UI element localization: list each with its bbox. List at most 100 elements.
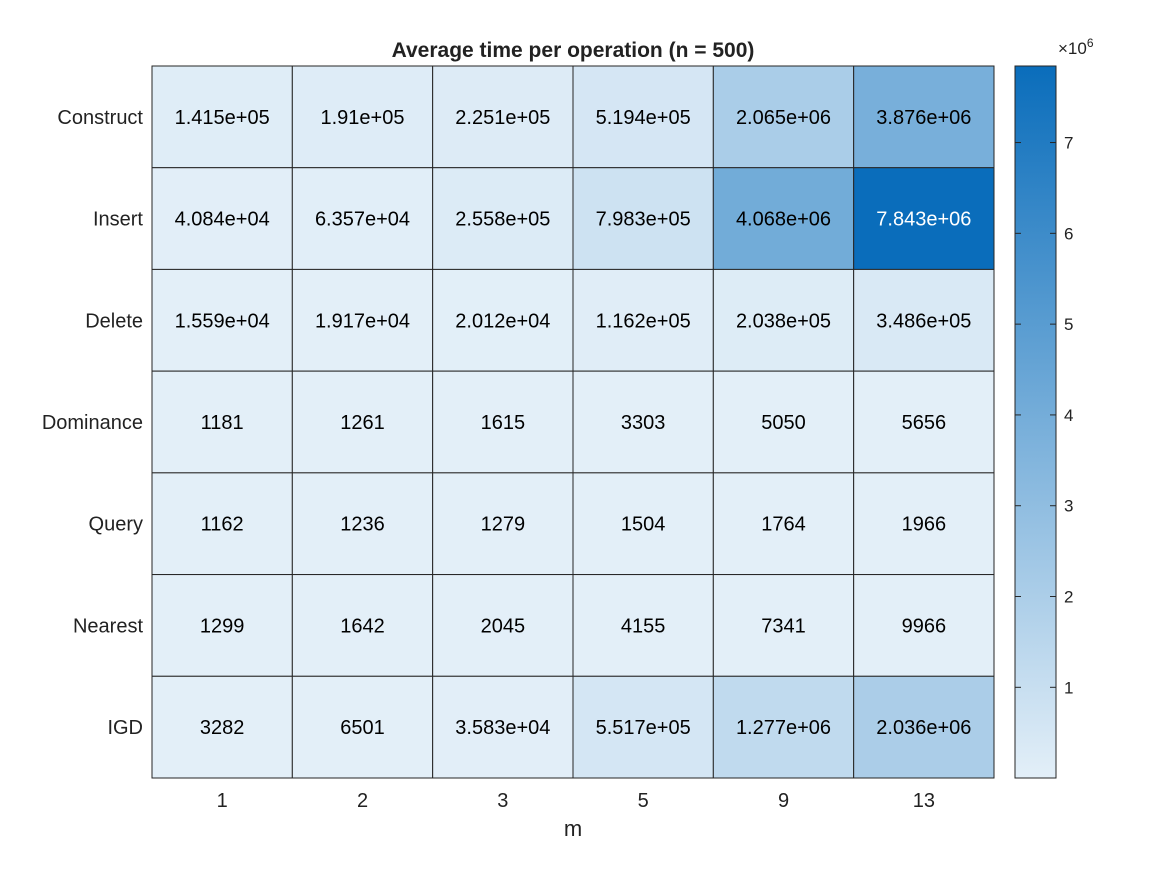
colorbar-tick-label: 7 <box>1064 134 1073 153</box>
heatmap-cells: 1.415e+05 1.91e+05 2.251e+05 5.194e+05 2.065… <box>151 65 995 779</box>
chart-title: Average time per operation (n = 500) <box>392 39 755 62</box>
column-labels: 1 2 3 5 9 13 <box>217 790 935 812</box>
heatmap-cell <box>291 370 434 474</box>
colorbar-multiplier: ×106 <box>1058 36 1094 58</box>
row-label: IGD <box>107 717 143 739</box>
heatmap-cell <box>712 268 855 372</box>
heatmap-cell <box>853 268 995 372</box>
heatmap-cell <box>291 65 434 169</box>
colorbar-gradient <box>1014 65 1057 779</box>
cell-value-label: 9966 <box>902 615 947 637</box>
cell-value-label: 2.036e+06 <box>876 717 971 739</box>
heatmap-cell <box>572 675 714 779</box>
heatmap-cell <box>712 574 855 677</box>
heatmap-cell <box>853 167 995 270</box>
cell-value-label: 2045 <box>481 615 526 637</box>
colorbar-tick-label: 4 <box>1064 406 1073 425</box>
row-label: Delete <box>85 310 143 332</box>
column-label: 3 <box>497 790 508 812</box>
heatmap-cell <box>432 472 574 576</box>
cell-value-label: 1162 <box>201 514 244 536</box>
cell-value-label: 1504 <box>621 514 666 536</box>
cell-value-label: 2.012e+04 <box>455 310 550 332</box>
cell-value-label: 1615 <box>481 412 526 434</box>
row-label: Nearest <box>73 615 143 637</box>
cell-value-label: 1299 <box>200 615 245 637</box>
cell-value-label: 1642 <box>340 615 385 637</box>
cell-value-label: 1.277e+06 <box>736 717 831 739</box>
heatmap-cell <box>291 167 434 270</box>
heatmap-cell <box>151 370 293 474</box>
cell-value-label: 1.415e+05 <box>175 107 270 129</box>
cell-value-label: 2.558e+05 <box>455 209 550 231</box>
cell-value-label: 3.583e+04 <box>455 717 550 739</box>
row-label: Query <box>89 514 143 536</box>
x-axis-label: m <box>564 816 582 841</box>
cell-value-label: 3.486e+05 <box>876 310 971 332</box>
heatmap-cell <box>853 675 995 779</box>
cell-value-label: 1181 <box>201 412 244 434</box>
row-label: Insert <box>93 209 143 231</box>
colorbar-tick-label: 6 <box>1064 224 1073 243</box>
cell-value-label: 3.876e+06 <box>876 107 971 129</box>
column-label: 2 <box>357 790 368 812</box>
cell-value-label: 4.084e+04 <box>175 209 270 231</box>
cell-value-label: 7.983e+05 <box>596 209 691 231</box>
plot-frame <box>151 65 995 779</box>
cell-value-label: 7.843e+06 <box>876 209 971 231</box>
heatmap-cell <box>712 370 855 474</box>
column-label: 9 <box>778 790 789 812</box>
cell-value-label: 1.917e+04 <box>315 310 410 332</box>
column-label: 13 <box>913 790 935 812</box>
cell-value-label: 1279 <box>481 514 526 536</box>
cell-value-label: 2.038e+05 <box>736 310 831 332</box>
heatmap-cell <box>151 574 293 677</box>
cell-value-label: 1261 <box>340 412 385 434</box>
cell-value-label: 7341 <box>761 615 806 637</box>
cell-value-label: 1.91e+05 <box>321 107 405 129</box>
colorbar: 1 2 3 4 5 6 7 ×106 <box>1014 36 1094 779</box>
heatmap-cell <box>572 268 714 372</box>
heatmap-cell <box>432 370 574 474</box>
colorbar-tick-label: 1 <box>1064 678 1073 697</box>
column-label: 5 <box>638 790 649 812</box>
row-labels: Construct Insert Delete Dominance Query Neare… <box>42 107 144 739</box>
cell-value-label: 1.162e+05 <box>596 310 691 332</box>
heatmap-cell <box>151 65 293 169</box>
row-label: Construct <box>57 107 143 129</box>
cell-value-label: 2.251e+05 <box>455 107 550 129</box>
cell-value-label: 1966 <box>902 514 947 536</box>
cell-value-label: 4.068e+06 <box>736 209 831 231</box>
heatmap-cell <box>151 268 293 372</box>
cell-value-label: 5656 <box>902 412 947 434</box>
colorbar-tick-label: 5 <box>1064 315 1073 334</box>
heatmap-cell <box>712 65 855 169</box>
heatmap-cell <box>291 268 434 372</box>
heatmap-cell <box>432 675 574 779</box>
heatmap-cell <box>151 675 293 779</box>
cell-value-label: 2.065e+06 <box>736 107 831 129</box>
heatmap-cell <box>151 472 293 576</box>
heatmap-cell <box>572 167 714 270</box>
heatmap-cell <box>853 65 995 169</box>
cell-value-label: 3282 <box>200 717 245 739</box>
colorbar-tick-label: 3 <box>1064 497 1073 516</box>
cell-value-label: 1.559e+04 <box>175 310 270 332</box>
heatmap-cell <box>291 675 434 779</box>
column-label: 1 <box>217 790 228 812</box>
cell-value-label: 6.357e+04 <box>315 209 410 231</box>
cell-value-label: 5050 <box>761 412 806 434</box>
heatmap-cell <box>853 574 995 677</box>
cell-value-label: 5.517e+05 <box>596 717 691 739</box>
cell-value-label: 3303 <box>621 412 666 434</box>
cell-value-label: 5.194e+05 <box>596 107 691 129</box>
heatmap-cell <box>572 472 714 576</box>
colorbar-tick-label: 2 <box>1064 588 1073 607</box>
row-label: Dominance <box>42 412 143 434</box>
cell-value-label: 1236 <box>340 514 385 536</box>
heatmap-cell <box>432 268 574 372</box>
cell-value-label: 1764 <box>761 514 806 536</box>
cell-value-label: 4155 <box>621 615 666 637</box>
heatmap-cell <box>572 65 714 169</box>
